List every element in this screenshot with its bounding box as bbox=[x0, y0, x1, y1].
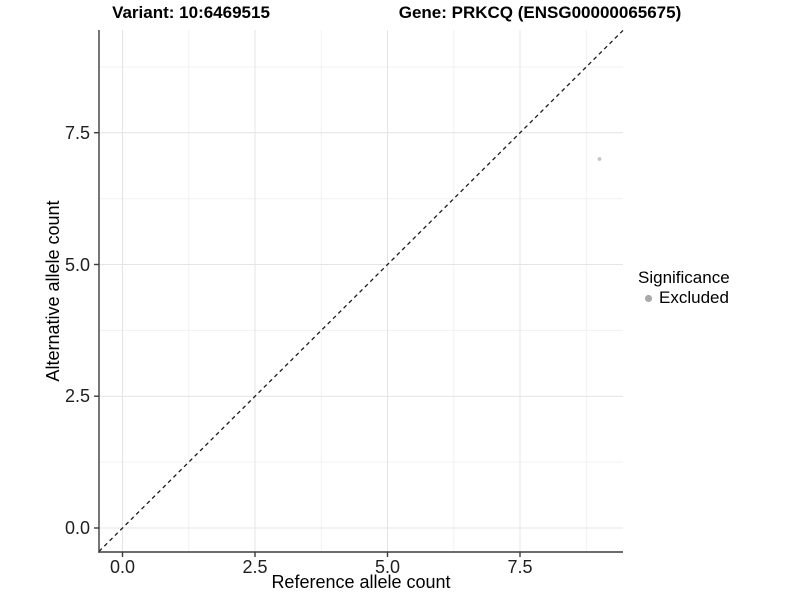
variant-title: Variant: 10:6469515 bbox=[112, 3, 270, 22]
x-tick-label-0: 0.0 bbox=[109, 557, 136, 577]
identity-reference-line bbox=[98, 29, 624, 552]
y-tick-label-2: 5.0 bbox=[64, 254, 90, 275]
x-tick-label-2: 5.0 bbox=[374, 557, 401, 577]
legend-title: Significance bbox=[638, 268, 730, 287]
axis-tick-marks bbox=[94, 131, 521, 557]
scatter-point bbox=[597, 157, 602, 161]
x-tick-label-1: 2.5 bbox=[242, 557, 268, 577]
axis-lines bbox=[98, 30, 623, 553]
x-axis-title: Reference allele count bbox=[271, 572, 451, 592]
legend-key-circle-icon bbox=[644, 294, 653, 303]
y-axis-title: Alternative allele count bbox=[43, 200, 63, 382]
gene-title: Gene: PRKCQ (ENSG00000065675) bbox=[398, 3, 682, 22]
major-gridlines bbox=[99, 30, 623, 552]
x-tick-label-3: 7.5 bbox=[507, 557, 533, 577]
y-tick-label-3: 7.5 bbox=[64, 123, 90, 143]
minor-gridlines bbox=[99, 30, 623, 552]
y-tick-label-0: 0.0 bbox=[64, 518, 90, 538]
legend-entry-excluded: Excluded bbox=[659, 288, 729, 307]
y-tick-label-1: 2.5 bbox=[64, 386, 90, 406]
